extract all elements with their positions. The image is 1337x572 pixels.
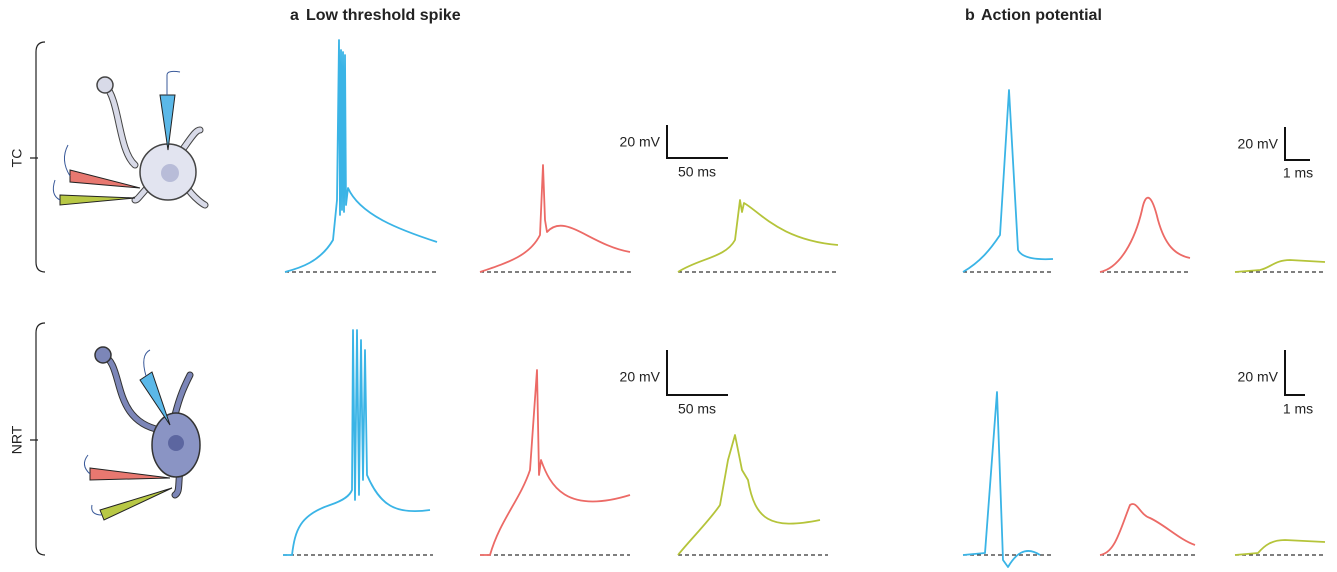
row-label: NRT [9, 425, 25, 454]
scale-label: 20 mV [1238, 136, 1279, 152]
nrt-neuron [84, 347, 200, 520]
scale-label: 20 mV [620, 369, 661, 385]
trace [1100, 198, 1190, 272]
scale-label: 50 ms [678, 401, 716, 417]
row-bracket [30, 323, 45, 555]
baselines [283, 272, 1325, 555]
scale-label: 1 ms [1283, 401, 1313, 417]
scale-bar [667, 125, 728, 158]
panel-letter: b [965, 7, 975, 24]
trace [285, 40, 437, 272]
trace [1100, 504, 1195, 555]
trace [480, 370, 630, 555]
tc-neuron [53, 71, 205, 205]
row-bracket [30, 42, 45, 272]
scale-label: 1 ms [1283, 165, 1313, 181]
trace [963, 392, 1040, 567]
trace [1235, 260, 1325, 272]
scale-bar [667, 350, 728, 395]
trace [678, 200, 838, 272]
trace [283, 330, 430, 555]
panel-title: Action potential [981, 7, 1102, 24]
trace [1235, 540, 1325, 555]
scale-label: 50 ms [678, 164, 716, 180]
scale-bar [1285, 127, 1310, 160]
figure: a Low threshold spike b Action potential… [0, 0, 1337, 572]
trace [963, 90, 1053, 272]
scale-bar [1285, 350, 1305, 395]
panel-title: Low threshold spike [306, 7, 461, 24]
panel-letter: a [290, 7, 299, 24]
row-label: TC [9, 149, 25, 168]
scale-label: 20 mV [620, 134, 661, 150]
trace [678, 435, 820, 555]
scale-label: 20 mV [1238, 369, 1279, 385]
trace [480, 165, 630, 272]
